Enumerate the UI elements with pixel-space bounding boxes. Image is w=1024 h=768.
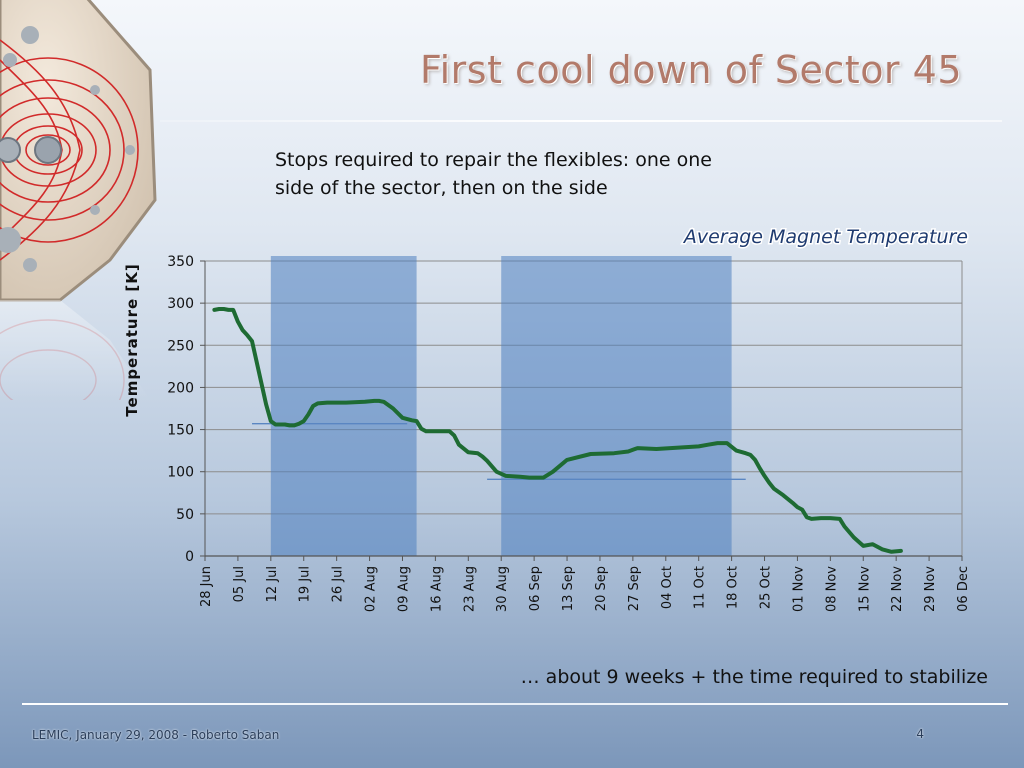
x-tick-label: 15 Nov <box>857 566 872 612</box>
x-tick-label: 26 Jul <box>331 566 346 602</box>
x-tick-label: 28 Jun <box>199 566 214 607</box>
y-tick-label: 250 <box>167 338 194 354</box>
x-tick-label: 06 Dec <box>956 566 971 612</box>
x-tick-label: 04 Oct <box>660 566 675 609</box>
chart-series <box>212 307 903 554</box>
x-tick-label: 22 Nov <box>890 566 905 612</box>
y-tick-label: 0 <box>185 549 194 565</box>
x-tick-label: 16 Aug <box>429 566 444 612</box>
x-tick-label: 27 Sep <box>627 566 642 611</box>
y-tick-label: 300 <box>167 296 194 312</box>
x-tick-label: 05 Jul <box>232 566 247 602</box>
x-tick-label: 01 Nov <box>791 566 806 612</box>
chart-y-ticks: 0 50 100 150 200 250 300 350 <box>167 254 205 565</box>
x-tick-label: 30 Aug <box>495 566 510 612</box>
x-tick-label: 23 Aug <box>462 566 477 612</box>
chart-axes <box>204 261 963 557</box>
x-tick-label: 13 Sep <box>561 566 576 611</box>
x-tick-label: 06 Sep <box>528 566 543 611</box>
y-tick-label: 50 <box>176 507 194 523</box>
y-tick-label: 150 <box>167 423 194 439</box>
x-tick-label: 20 Sep <box>594 566 609 611</box>
logo-emblem <box>0 0 157 400</box>
summary-note: … about 9 weeks + the time required to s… <box>520 666 988 688</box>
chart-shaded-periods <box>270 256 732 556</box>
slide-subtitle: Stops required to repair the flexibles: … <box>275 149 712 199</box>
chart-x-ticks: 28 Jun 05 Jul 12 Jul 19 Jul 26 Jul 02 Aug 09 A… <box>199 556 971 612</box>
footer-text: LEMIC, January 29, 2008 - Roberto Saban <box>32 728 280 742</box>
footer-divider <box>22 703 1008 705</box>
y-tick-label: 100 <box>167 465 194 481</box>
chart-title: Average Magnet Temperature <box>682 226 968 248</box>
x-tick-label: 19 Jul <box>298 566 313 602</box>
chart-y-axis-label: Temperature [K] <box>123 263 141 416</box>
temperature-series-line <box>212 307 903 554</box>
x-tick-label: 08 Nov <box>824 566 839 612</box>
slide-title: First cool down of Sector 45 <box>420 48 962 92</box>
x-tick-label: 25 Oct <box>759 566 774 609</box>
y-tick-label: 350 <box>167 254 194 270</box>
shaded-period <box>270 256 417 556</box>
x-tick-label: 12 Jul <box>265 566 280 602</box>
shaded-period <box>501 256 732 556</box>
x-tick-label: 29 Nov <box>923 566 938 612</box>
x-tick-label: 09 Aug <box>396 566 411 612</box>
x-tick-label: 02 Aug <box>364 566 379 612</box>
y-tick-label: 200 <box>167 380 194 396</box>
x-tick-label: 11 Oct <box>693 566 708 609</box>
x-tick-label: 18 Oct <box>726 566 741 609</box>
title-divider <box>160 120 1002 122</box>
page-number: 4 <box>916 727 924 741</box>
